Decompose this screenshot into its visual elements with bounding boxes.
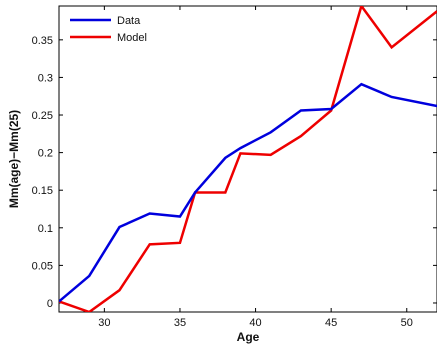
x-axis-label: Age (237, 330, 260, 344)
y-tick-label: 0.1 (38, 223, 53, 235)
legend-label-data: Data (117, 15, 141, 27)
legend-label-model: Model (117, 32, 147, 44)
y-tick-label: 0.15 (32, 185, 53, 197)
y-axis-label: Mm(age)−Mm(25) (7, 110, 21, 208)
x-tick-label: 45 (325, 317, 337, 329)
x-tick-label: 40 (249, 317, 261, 329)
y-tick-label: 0.25 (32, 110, 53, 122)
plot-frame (59, 6, 437, 312)
x-tick-label: 30 (98, 317, 110, 329)
x-tick-label: 50 (401, 317, 413, 329)
y-tick-label: 0.35 (32, 35, 53, 47)
x-tick-label: 35 (174, 317, 186, 329)
y-tick-label: 0.05 (32, 260, 53, 272)
y-tick-label: 0.3 (38, 72, 53, 84)
y-tick-label: 0 (47, 298, 53, 310)
y-tick-label: 0.2 (38, 148, 53, 160)
